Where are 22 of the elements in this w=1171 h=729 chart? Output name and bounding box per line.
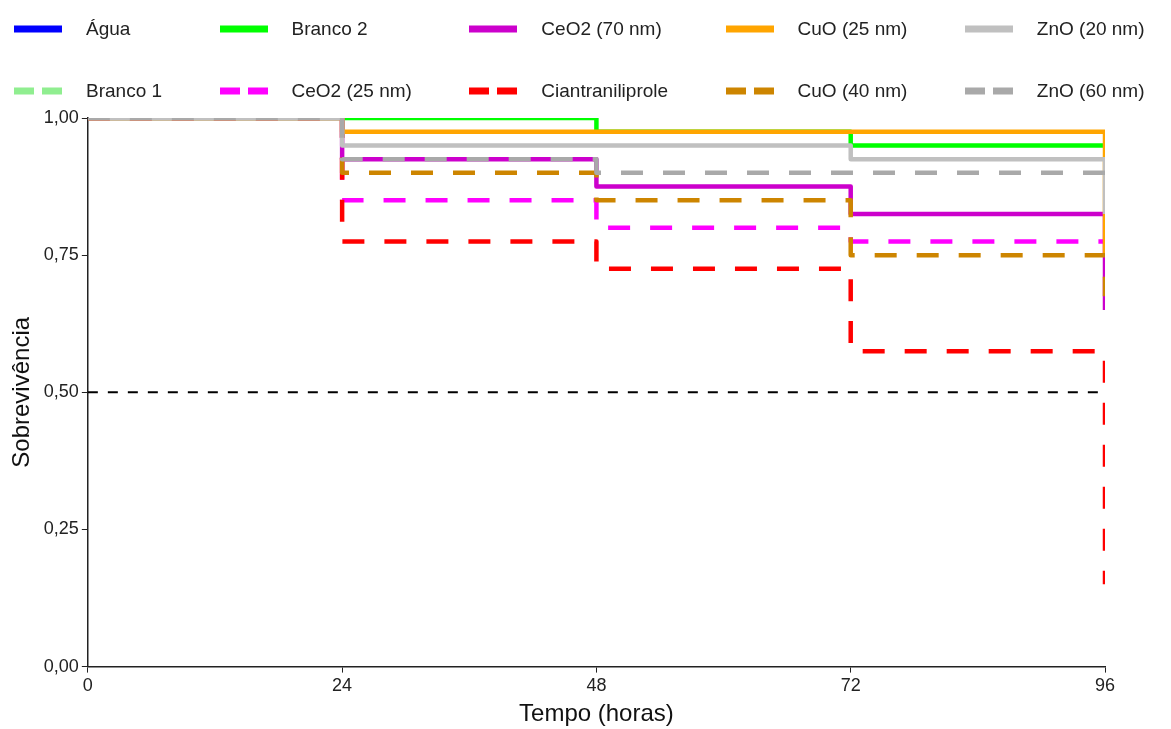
x-axis-title: Tempo (horas) — [519, 699, 674, 727]
legend-label: Água — [86, 18, 131, 40]
x-tick-label: 24 — [332, 675, 353, 696]
x-tick-label: 96 — [1094, 675, 1116, 696]
legend-label: CeO2 (70 nm) — [541, 18, 662, 40]
legend-label: ZnO (60 nm) — [1036, 80, 1145, 102]
y-axis-title: Sobrevivência — [7, 316, 35, 468]
y-tick-label: 0,50 — [43, 381, 79, 402]
legend-label: ZnO (20 nm) — [1036, 18, 1145, 40]
legend-label: CuO (25 nm) — [797, 18, 908, 40]
legend-label: CuO (40 nm) — [797, 80, 908, 102]
x-tick-label: 48 — [586, 675, 607, 696]
legend-label: CeO2 (25 nm) — [291, 80, 412, 102]
legend-label: Ciantraniliprole — [541, 80, 669, 102]
x-tick-label: 72 — [840, 675, 861, 696]
y-tick-label: 1,00 — [43, 106, 79, 127]
y-tick-label: 0,25 — [43, 518, 79, 539]
legend-label: Branco 2 — [291, 18, 368, 40]
legend-label: Branco 1 — [86, 80, 163, 102]
x-tick-label: 0 — [82, 675, 93, 696]
y-tick-label: 0,00 — [43, 655, 79, 676]
y-tick-label: 0,75 — [43, 244, 79, 265]
